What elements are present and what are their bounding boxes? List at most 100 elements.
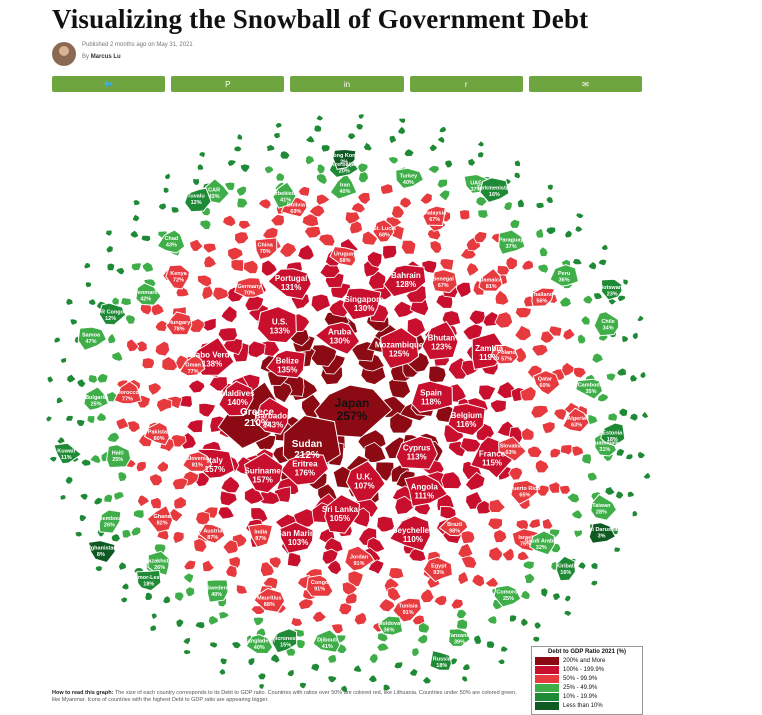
country-cell xyxy=(140,234,152,243)
country-value-label: 157% xyxy=(252,476,272,485)
country-cell xyxy=(636,314,645,323)
country-cell xyxy=(587,414,599,426)
country-cell xyxy=(455,281,472,299)
country-name-label: Tunisia xyxy=(399,604,419,610)
country-cell xyxy=(226,159,237,167)
country-cell xyxy=(440,471,463,490)
country-cell xyxy=(390,205,405,219)
country-cell xyxy=(629,373,639,383)
country-name-label: Hong Kong xyxy=(329,153,359,159)
country-value-label: 26% xyxy=(104,523,115,529)
country-cell xyxy=(378,598,396,613)
country-cell xyxy=(400,239,417,255)
country-cell xyxy=(117,561,127,571)
country-cell xyxy=(376,515,396,533)
legend-swatch xyxy=(535,701,559,710)
country-cell-bulgaria xyxy=(83,386,109,411)
country-cell xyxy=(103,493,113,503)
share-linkedin-button[interactable]: in xyxy=(290,76,404,92)
country-value-label: 67% xyxy=(429,217,440,223)
country-name-label: Estonia xyxy=(602,430,623,436)
country-cell xyxy=(552,592,561,601)
country-name-label: Bulgaria xyxy=(85,395,108,401)
share-twitter-button[interactable]: 🐦 xyxy=(52,76,166,92)
country-cell xyxy=(534,459,550,474)
country-value-label: 72% xyxy=(173,278,184,284)
country-cell xyxy=(537,263,549,274)
country-cell-estonia xyxy=(600,422,626,447)
country-value-label: 68% xyxy=(379,233,390,239)
country-cell xyxy=(596,392,609,403)
country-cell xyxy=(89,454,102,464)
country-cell xyxy=(64,475,74,485)
country-cell xyxy=(105,245,114,254)
country-cell-russia xyxy=(429,649,452,671)
share-reddit-button[interactable]: r xyxy=(409,76,523,92)
country-name-label: Bhutan xyxy=(428,334,456,343)
byline: By Marcus Lu xyxy=(82,54,121,60)
country-cell xyxy=(162,595,172,605)
country-cell xyxy=(183,559,197,571)
country-name-label: Uruguay xyxy=(334,251,357,257)
country-value-label: 93% xyxy=(433,570,444,576)
country-value-label: 70% xyxy=(260,249,271,255)
country-cell xyxy=(88,298,97,306)
country-cell xyxy=(347,570,364,587)
country-cell-oman xyxy=(179,354,206,377)
country-name-label: Micronesia xyxy=(271,636,301,642)
country-value-label: 60% xyxy=(539,383,550,389)
country-value-label: 36% xyxy=(383,628,394,634)
country-cell xyxy=(223,181,236,192)
country-cell-belgium xyxy=(447,403,486,437)
country-value-label: 63% xyxy=(571,422,582,428)
country-cell xyxy=(258,683,266,690)
country-cell xyxy=(516,550,531,561)
country-cell xyxy=(419,588,435,604)
country-value-label: 43% xyxy=(209,194,220,200)
country-cell xyxy=(175,618,185,628)
share-pinterest-button[interactable]: P xyxy=(171,76,285,92)
country-cell xyxy=(514,324,532,342)
email-icon: ✉ xyxy=(582,79,589,89)
country-name-label: Russia xyxy=(433,657,452,663)
country-name-label: Samoa xyxy=(82,333,101,339)
country-name-label: Belgium xyxy=(451,411,483,420)
country-cell xyxy=(136,494,151,508)
country-cell xyxy=(173,496,187,510)
country-cell xyxy=(278,241,298,258)
country-value-label: 257% xyxy=(337,409,368,423)
author-name[interactable]: Marcus Lu xyxy=(90,54,121,60)
country-cell xyxy=(540,587,549,598)
country-value-label: 107% xyxy=(354,482,374,491)
country-value-label: 91% xyxy=(314,586,325,592)
country-cell xyxy=(394,495,415,515)
country-cell-chile xyxy=(593,311,620,337)
country-value-label: 67% xyxy=(438,283,449,289)
country-cell xyxy=(227,246,244,261)
country-cell xyxy=(421,675,432,685)
country-cell xyxy=(286,552,302,568)
country-cell-micronesia xyxy=(270,628,298,654)
country-cell-moldova xyxy=(378,615,404,636)
country-cell xyxy=(460,555,478,569)
country-value-label: 91% xyxy=(403,610,414,616)
country-cell xyxy=(239,163,251,173)
country-name-label: Jamaica xyxy=(480,277,503,283)
country-cell xyxy=(270,213,285,227)
country-cell xyxy=(93,496,103,506)
country-cell xyxy=(641,410,650,419)
country-cell xyxy=(247,657,256,667)
country-cell-eritrea xyxy=(280,453,329,486)
country-name-label: Guatemala xyxy=(591,440,620,446)
country-cell-portugal xyxy=(267,268,312,300)
country-cell-tanzania xyxy=(448,628,471,647)
country-cell-tuvalu xyxy=(184,187,212,213)
author-avatar[interactable] xyxy=(52,42,76,66)
share-email-button[interactable]: ✉ xyxy=(528,76,643,92)
country-value-label: 138% xyxy=(202,359,222,368)
country-cell xyxy=(78,514,87,523)
how-to-read-note: How to read this graph: The size of each… xyxy=(52,690,522,712)
country-cell xyxy=(455,608,468,620)
country-cell-kiribati xyxy=(556,555,576,582)
country-cell xyxy=(456,618,468,630)
